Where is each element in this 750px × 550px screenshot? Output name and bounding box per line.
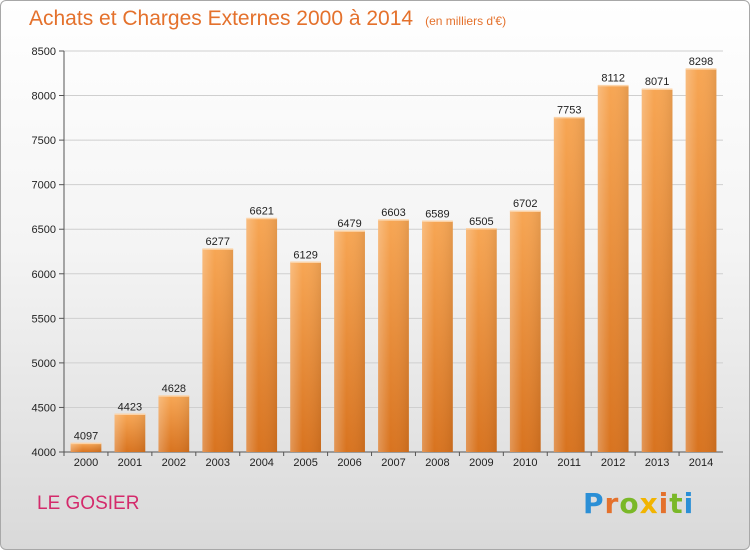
bar-value-label: 4097 — [74, 430, 98, 442]
proxiti-logo: Proxiti — [583, 487, 694, 520]
bar-value-label: 6129 — [293, 249, 317, 261]
x-tick-label: 2013 — [645, 457, 669, 469]
bar-value-label: 6277 — [206, 236, 230, 248]
bar-value-label: 4423 — [118, 401, 142, 413]
x-tick-label: 2007 — [381, 457, 405, 469]
bar-highlight — [202, 249, 234, 452]
logo-letter: x — [639, 487, 659, 520]
bar-value-label: 8298 — [689, 56, 713, 68]
bar-value-label: 6505 — [469, 216, 493, 228]
x-tick-label: 2003 — [206, 457, 230, 469]
bar-highlight — [509, 211, 541, 452]
y-tick-label: 5500 — [32, 313, 56, 325]
bar-highlight — [158, 396, 190, 452]
bar-highlight — [422, 221, 453, 452]
x-tick-label: 2000 — [74, 457, 98, 469]
logo-letter: i — [683, 487, 695, 520]
bar-value-label: 6603 — [381, 207, 405, 219]
bar-value-label: 4628 — [162, 383, 186, 395]
logo-letter: i — [658, 487, 670, 520]
bar-value-label: 8071 — [645, 76, 669, 88]
x-tick-label: 2010 — [513, 457, 537, 469]
x-tick-label: 2002 — [162, 457, 186, 469]
y-tick-label: 7000 — [32, 180, 56, 192]
bar-highlight — [597, 85, 629, 453]
bar-highlight — [378, 220, 409, 452]
chart-title: Achats et Charges Externes 2000 à 2014 (e… — [29, 7, 506, 31]
bar-highlight — [553, 117, 585, 452]
y-tick-label: 6000 — [32, 269, 56, 281]
logo-letter: o — [619, 487, 640, 520]
bar-value-label: 6479 — [337, 218, 361, 230]
bar-highlight — [334, 231, 365, 452]
logo-letter: P — [583, 487, 605, 520]
y-tick-label: 6500 — [32, 224, 56, 236]
bar-highlight — [70, 443, 102, 452]
x-tick-label: 2001 — [118, 457, 142, 469]
bar-highlight — [114, 414, 146, 452]
bar-highlight — [685, 69, 717, 453]
bar-highlight — [246, 218, 278, 452]
bar-highlight — [641, 89, 673, 452]
bar-highlight — [290, 262, 322, 452]
bar-value-label: 7753 — [557, 105, 581, 117]
bar-highlight — [465, 228, 497, 452]
commune-name: LE GOSIER — [37, 493, 140, 514]
x-tick-label: 2014 — [689, 457, 713, 469]
x-tick-label: 2012 — [601, 457, 625, 469]
x-tick-label: 2005 — [293, 457, 317, 469]
x-tick-label: 2009 — [469, 457, 493, 469]
x-tick-label: 2008 — [425, 457, 449, 469]
y-tick-label: 4000 — [32, 447, 56, 459]
bar-value-label: 6702 — [513, 198, 537, 210]
bars — [70, 68, 717, 453]
chart-unit: (en milliers d'€) — [425, 14, 507, 28]
y-tick-label: 4500 — [32, 402, 56, 414]
y-tick-label: 8000 — [32, 91, 56, 103]
labels: 4000 4500 5000 5500 6000 6500 7000 7500 8000 8500… — [32, 46, 714, 469]
logo-letter: t — [669, 487, 684, 520]
y-tick-label: 8500 — [32, 46, 56, 58]
y-tick-label: 7500 — [32, 135, 56, 147]
x-tick-label: 2011 — [557, 457, 581, 469]
bar-value-label: 6621 — [249, 205, 273, 217]
logo-letter: r — [604, 487, 620, 520]
x-tick-label: 2006 — [337, 457, 361, 469]
bar-value-label: 8112 — [601, 73, 625, 85]
x-tick-label: 2004 — [249, 457, 273, 469]
y-tick-label: 5000 — [32, 358, 56, 370]
chart-title-text: Achats et Charges Externes 2000 à 2014 — [29, 7, 414, 30]
bar-value-label: 6589 — [425, 208, 449, 220]
